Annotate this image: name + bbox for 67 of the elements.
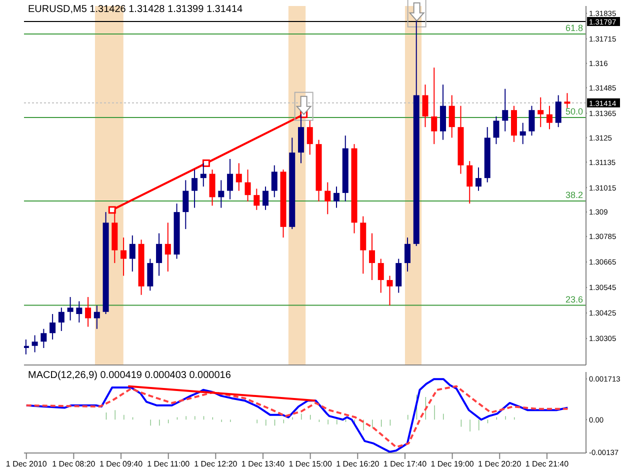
point <box>108 206 116 214</box>
annotation: 50.0 <box>565 106 583 117</box>
candlestick <box>271 164 278 198</box>
x-tick-label: 1 Dec 16:20 <box>336 460 380 469</box>
x-tick-label: 1 Dec 09:40 <box>99 460 144 469</box>
chart-title: EURUSD,M5 1.31426 1.31428 1.31399 1.31414 <box>28 4 243 15</box>
candlestick <box>378 258 384 294</box>
x-tick-label: 1 Dec 12:20 <box>194 460 238 469</box>
x-tick-label: 1 Dec 19:00 <box>430 460 474 469</box>
candlestick <box>386 275 393 306</box>
candlestick <box>40 328 47 349</box>
annotation: 61.8 <box>565 23 583 34</box>
candlestick <box>192 169 198 208</box>
candlestick <box>493 116 500 145</box>
x-tick-label: 1 Dec 20:20 <box>478 460 522 469</box>
candlestick <box>24 339 29 355</box>
annotation: 23.6 <box>565 294 583 304</box>
candlestick <box>164 222 171 272</box>
candlestick <box>182 180 189 230</box>
candlestick <box>324 182 331 215</box>
candlestick <box>502 88 508 132</box>
line-series <box>25 385 569 448</box>
x-tick-label: 1 Dec 11:00 <box>147 460 190 469</box>
x-tick-label: 1 Dec 08:20 <box>52 460 96 469</box>
candlestick <box>528 105 535 136</box>
candlestick <box>32 334 38 353</box>
point <box>202 159 210 167</box>
annotation: 38.2 <box>565 190 583 200</box>
candlestick <box>236 162 242 192</box>
chart-title: MACD(12,26,9) 0.000419 0.000403 0.000016 <box>28 370 231 381</box>
candlestick <box>404 237 410 272</box>
x-tick-label: 1 Dec 21:40 <box>525 460 570 469</box>
x-tick-label: 1 Dec 17:40 <box>383 460 428 469</box>
candlestick <box>262 186 269 210</box>
candlestick <box>564 92 570 108</box>
candlestick <box>555 94 562 128</box>
candlestick <box>466 160 473 204</box>
candlestick <box>218 180 224 208</box>
candlestick <box>67 296 74 321</box>
candlestick <box>227 158 234 200</box>
candlestick <box>209 169 216 206</box>
candlestick <box>147 258 154 292</box>
candlestick <box>58 307 64 332</box>
x-tick-label: 1 Dec 15:00 <box>288 460 332 469</box>
candlestick <box>369 232 376 281</box>
candlestick <box>50 314 56 340</box>
candlestick <box>520 122 526 145</box>
candlestick <box>156 232 162 276</box>
candlestick <box>431 67 438 145</box>
x-tick-label: 1 Dec 2010 <box>6 460 48 469</box>
candlestick <box>422 84 428 128</box>
candlestick <box>546 105 552 130</box>
candlestick <box>76 300 82 324</box>
candlestick <box>448 94 455 138</box>
candlestick <box>254 188 260 210</box>
candlestick <box>129 234 136 272</box>
candlestick <box>244 169 251 202</box>
candlestick <box>200 162 206 188</box>
candlestick <box>94 305 100 330</box>
candlestick <box>120 237 127 276</box>
candlestick <box>334 186 340 208</box>
candlestick <box>85 296 92 328</box>
x-tick-label: 1 Dec 13:40 <box>241 460 286 469</box>
candlestick <box>306 120 313 156</box>
candlestick <box>538 96 544 128</box>
candlestick <box>396 258 402 294</box>
candlestick <box>475 166 482 192</box>
